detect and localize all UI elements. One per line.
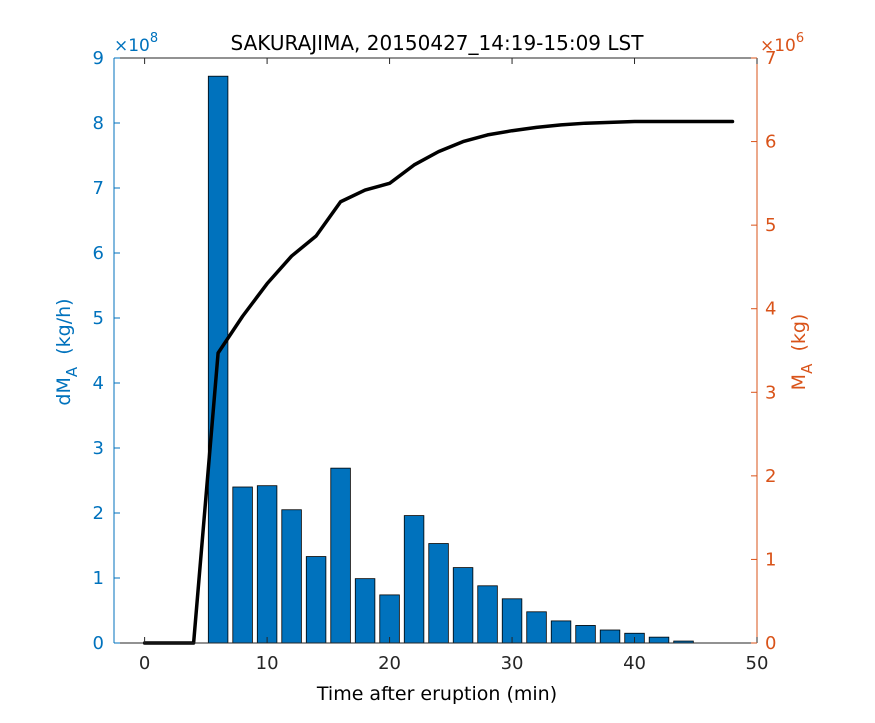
y-left-label-base: dM [53, 377, 75, 405]
left-multiplier-exp: 8 [150, 31, 158, 46]
y-right-tick-label: 4 [765, 299, 776, 320]
y-left-label-rest: (kg/h) [53, 298, 75, 366]
y-left-tick-label: 4 [93, 373, 104, 394]
y-left-tick-label: 9 [93, 48, 104, 69]
y-left-tick-label: 2 [93, 503, 104, 524]
y-left-label-sub: A [63, 366, 81, 377]
x-tick-label: 0 [139, 653, 150, 674]
y-right-tick-label: 5 [765, 215, 776, 236]
y-right-tick-label: 7 [765, 48, 776, 69]
y-left-tick-label: 7 [93, 178, 104, 199]
bar [526, 611, 547, 644]
y-right-tick-label: 2 [765, 466, 776, 487]
y-axis-left-label: dMA (kg/h) [53, 298, 81, 405]
y-right-label-rest: (kg) [788, 314, 810, 364]
x-tick-label: 50 [746, 653, 769, 674]
y-right-tick-label: 6 [765, 132, 776, 153]
bar [379, 594, 400, 644]
right-multiplier-base: ×10 [760, 36, 796, 56]
right-multiplier: ×106 [760, 31, 804, 56]
x-tick-label: 30 [501, 653, 524, 674]
y-axis-right-label: MA (kg) [788, 314, 816, 391]
y-right-tick-label: 1 [765, 549, 776, 570]
right-multiplier-exp: 6 [796, 31, 804, 46]
bar [575, 625, 596, 644]
bar [232, 486, 253, 644]
chart-title: SAKURAJIMA, 20150427_14:19-15:09 LST [231, 31, 645, 55]
bar [648, 636, 670, 644]
bar [501, 598, 523, 644]
x-axis-label: Time after eruption (min) [316, 683, 557, 705]
x-tick-label: 10 [256, 653, 279, 674]
bar [428, 543, 449, 644]
y-right-tick-label: 3 [765, 382, 776, 403]
left-multiplier-base: ×10 [114, 36, 150, 56]
bar [330, 467, 351, 644]
y-left-tick-label: 8 [93, 113, 104, 134]
y-right-tick-label: 0 [765, 633, 776, 654]
y-right-label-sub: A [798, 363, 816, 374]
y-left-tick-label: 1 [93, 568, 104, 589]
y-left-tick-label: 6 [93, 243, 104, 264]
left-multiplier: ×108 [114, 31, 158, 56]
bar [599, 629, 621, 644]
bar [550, 620, 572, 644]
bar [281, 509, 302, 644]
bar [452, 567, 474, 644]
bar [354, 578, 376, 644]
bar [305, 556, 327, 644]
x-tick-label: 20 [378, 653, 401, 674]
mass-line-layer [142, 119, 735, 645]
y-left-tick-label: 3 [93, 438, 104, 459]
bar [403, 515, 425, 644]
y-right-label-base: M [788, 374, 810, 390]
y-left-tick-label: 5 [93, 308, 104, 329]
bar [256, 485, 278, 644]
x-tick-label: 40 [623, 653, 646, 674]
cumulative-mass-line [142, 119, 735, 645]
y-left-tick-label: 0 [93, 633, 104, 654]
bar [477, 585, 498, 644]
